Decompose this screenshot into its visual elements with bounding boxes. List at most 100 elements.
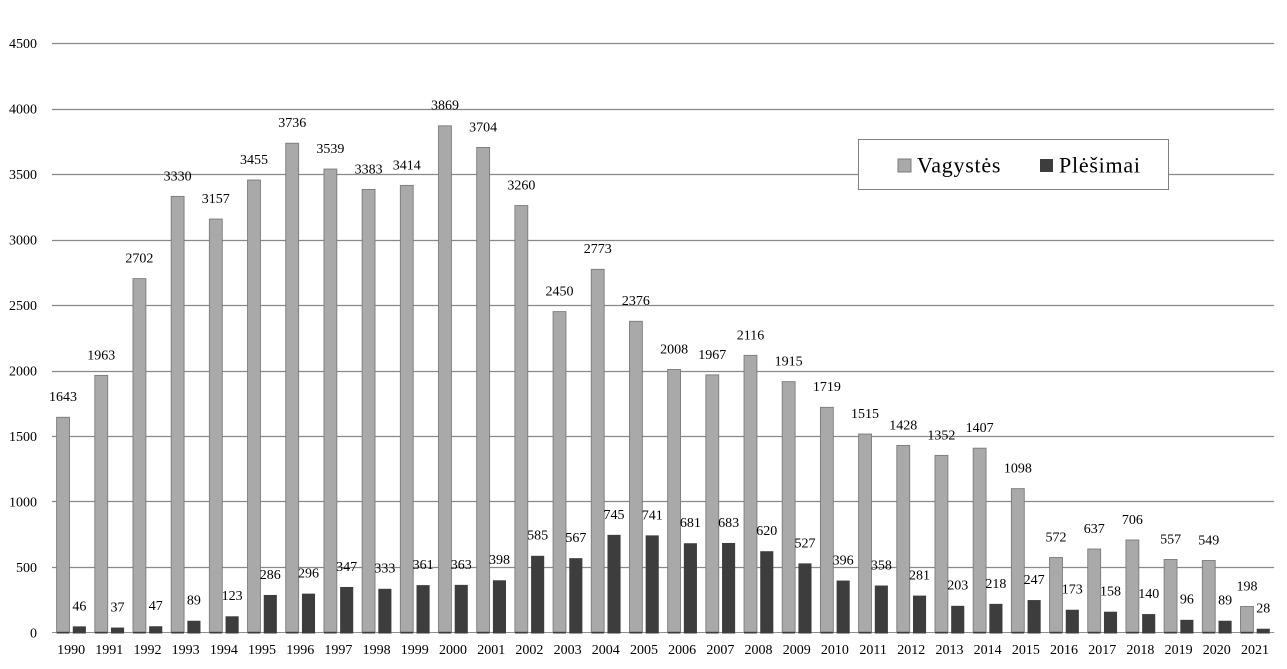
svg-text:549: 549	[1198, 533, 1219, 548]
svg-text:1428: 1428	[889, 418, 917, 433]
svg-text:3455: 3455	[240, 153, 268, 168]
svg-text:1963: 1963	[87, 348, 115, 363]
svg-text:347: 347	[336, 560, 357, 575]
svg-text:745: 745	[604, 508, 625, 523]
svg-text:3539: 3539	[316, 142, 344, 157]
svg-text:2005: 2005	[630, 643, 658, 658]
svg-text:1993: 1993	[172, 643, 200, 658]
svg-text:1352: 1352	[927, 428, 955, 443]
svg-text:358: 358	[871, 558, 892, 573]
svg-text:3704: 3704	[469, 120, 497, 135]
svg-text:3000: 3000	[9, 234, 37, 249]
svg-text:2015: 2015	[1012, 643, 1040, 658]
svg-text:3414: 3414	[393, 158, 421, 173]
svg-text:1500: 1500	[9, 430, 37, 445]
svg-text:681: 681	[680, 516, 701, 531]
svg-text:2116: 2116	[737, 328, 764, 343]
svg-text:89: 89	[187, 594, 201, 609]
svg-text:557: 557	[1160, 532, 1181, 547]
svg-text:2012: 2012	[897, 643, 925, 658]
svg-text:3383: 3383	[355, 162, 383, 177]
svg-text:2450: 2450	[546, 285, 574, 300]
svg-text:47: 47	[149, 599, 163, 614]
svg-text:1719: 1719	[813, 380, 841, 395]
svg-text:1995: 1995	[248, 643, 276, 658]
svg-text:2008: 2008	[660, 342, 688, 357]
svg-text:2010: 2010	[821, 643, 849, 658]
svg-text:2019: 2019	[1165, 643, 1193, 658]
svg-text:2009: 2009	[783, 643, 811, 658]
svg-text:1996: 1996	[286, 643, 314, 658]
svg-text:2008: 2008	[745, 643, 773, 658]
svg-text:567: 567	[565, 531, 586, 546]
svg-text:1994: 1994	[210, 643, 238, 658]
svg-text:706: 706	[1122, 513, 1143, 528]
svg-text:2002: 2002	[515, 643, 543, 658]
svg-text:363: 363	[451, 558, 472, 573]
svg-text:Plėšimai: Plėšimai	[1059, 153, 1141, 178]
svg-text:2016: 2016	[1050, 643, 1078, 658]
svg-text:37: 37	[111, 600, 125, 615]
svg-text:2000: 2000	[9, 365, 37, 380]
svg-text:2773: 2773	[584, 242, 612, 257]
svg-text:741: 741	[642, 508, 663, 523]
svg-text:527: 527	[794, 536, 815, 551]
svg-text:396: 396	[833, 553, 854, 568]
svg-text:2013: 2013	[935, 643, 963, 658]
svg-text:398: 398	[489, 553, 510, 568]
svg-text:123: 123	[222, 589, 243, 604]
svg-text:333: 333	[374, 562, 395, 577]
svg-text:1000: 1000	[9, 495, 37, 510]
svg-text:3260: 3260	[507, 178, 535, 193]
svg-text:620: 620	[756, 524, 777, 539]
svg-text:2702: 2702	[125, 252, 153, 267]
svg-text:2018: 2018	[1126, 643, 1154, 658]
svg-text:2001: 2001	[477, 643, 505, 658]
svg-text:585: 585	[527, 529, 548, 544]
svg-text:3157: 3157	[202, 192, 230, 207]
svg-text:637: 637	[1084, 522, 1105, 537]
svg-text:572: 572	[1046, 530, 1067, 545]
svg-text:198: 198	[1236, 579, 1257, 594]
svg-text:1643: 1643	[49, 390, 77, 405]
svg-text:28: 28	[1256, 602, 1270, 617]
svg-text:2020: 2020	[1203, 643, 1231, 658]
svg-text:4500: 4500	[9, 37, 37, 52]
svg-text:361: 361	[413, 558, 434, 573]
svg-text:2500: 2500	[9, 299, 37, 314]
svg-text:1915: 1915	[775, 355, 803, 370]
svg-text:2003: 2003	[554, 643, 582, 658]
svg-text:1999: 1999	[401, 643, 429, 658]
svg-text:2000: 2000	[439, 643, 467, 658]
svg-text:3869: 3869	[431, 99, 459, 114]
svg-text:1998: 1998	[363, 643, 391, 658]
svg-text:2004: 2004	[592, 643, 620, 658]
svg-text:173: 173	[1062, 583, 1083, 598]
svg-text:0: 0	[30, 626, 37, 641]
svg-text:286: 286	[260, 568, 281, 583]
svg-text:203: 203	[947, 579, 968, 594]
svg-text:2014: 2014	[974, 643, 1002, 658]
svg-text:247: 247	[1024, 573, 1045, 588]
svg-text:1098: 1098	[1004, 462, 1032, 477]
svg-text:1967: 1967	[698, 348, 726, 363]
svg-text:Vagystės: Vagystės	[917, 153, 1001, 178]
svg-text:500: 500	[16, 561, 37, 576]
svg-text:1991: 1991	[95, 643, 123, 658]
svg-text:2007: 2007	[706, 643, 734, 658]
svg-text:683: 683	[718, 516, 739, 531]
svg-text:1997: 1997	[324, 643, 352, 658]
svg-text:1992: 1992	[133, 643, 161, 658]
svg-text:2006: 2006	[668, 643, 696, 658]
svg-text:218: 218	[985, 577, 1006, 592]
svg-text:158: 158	[1100, 585, 1121, 600]
svg-text:3736: 3736	[278, 116, 306, 131]
svg-text:281: 281	[909, 569, 930, 584]
svg-text:1515: 1515	[851, 407, 879, 422]
svg-text:3500: 3500	[9, 168, 37, 183]
svg-text:4000: 4000	[9, 103, 37, 118]
svg-text:296: 296	[298, 567, 319, 582]
svg-text:3330: 3330	[164, 169, 192, 184]
svg-text:2017: 2017	[1088, 643, 1116, 658]
svg-text:2011: 2011	[859, 643, 886, 658]
